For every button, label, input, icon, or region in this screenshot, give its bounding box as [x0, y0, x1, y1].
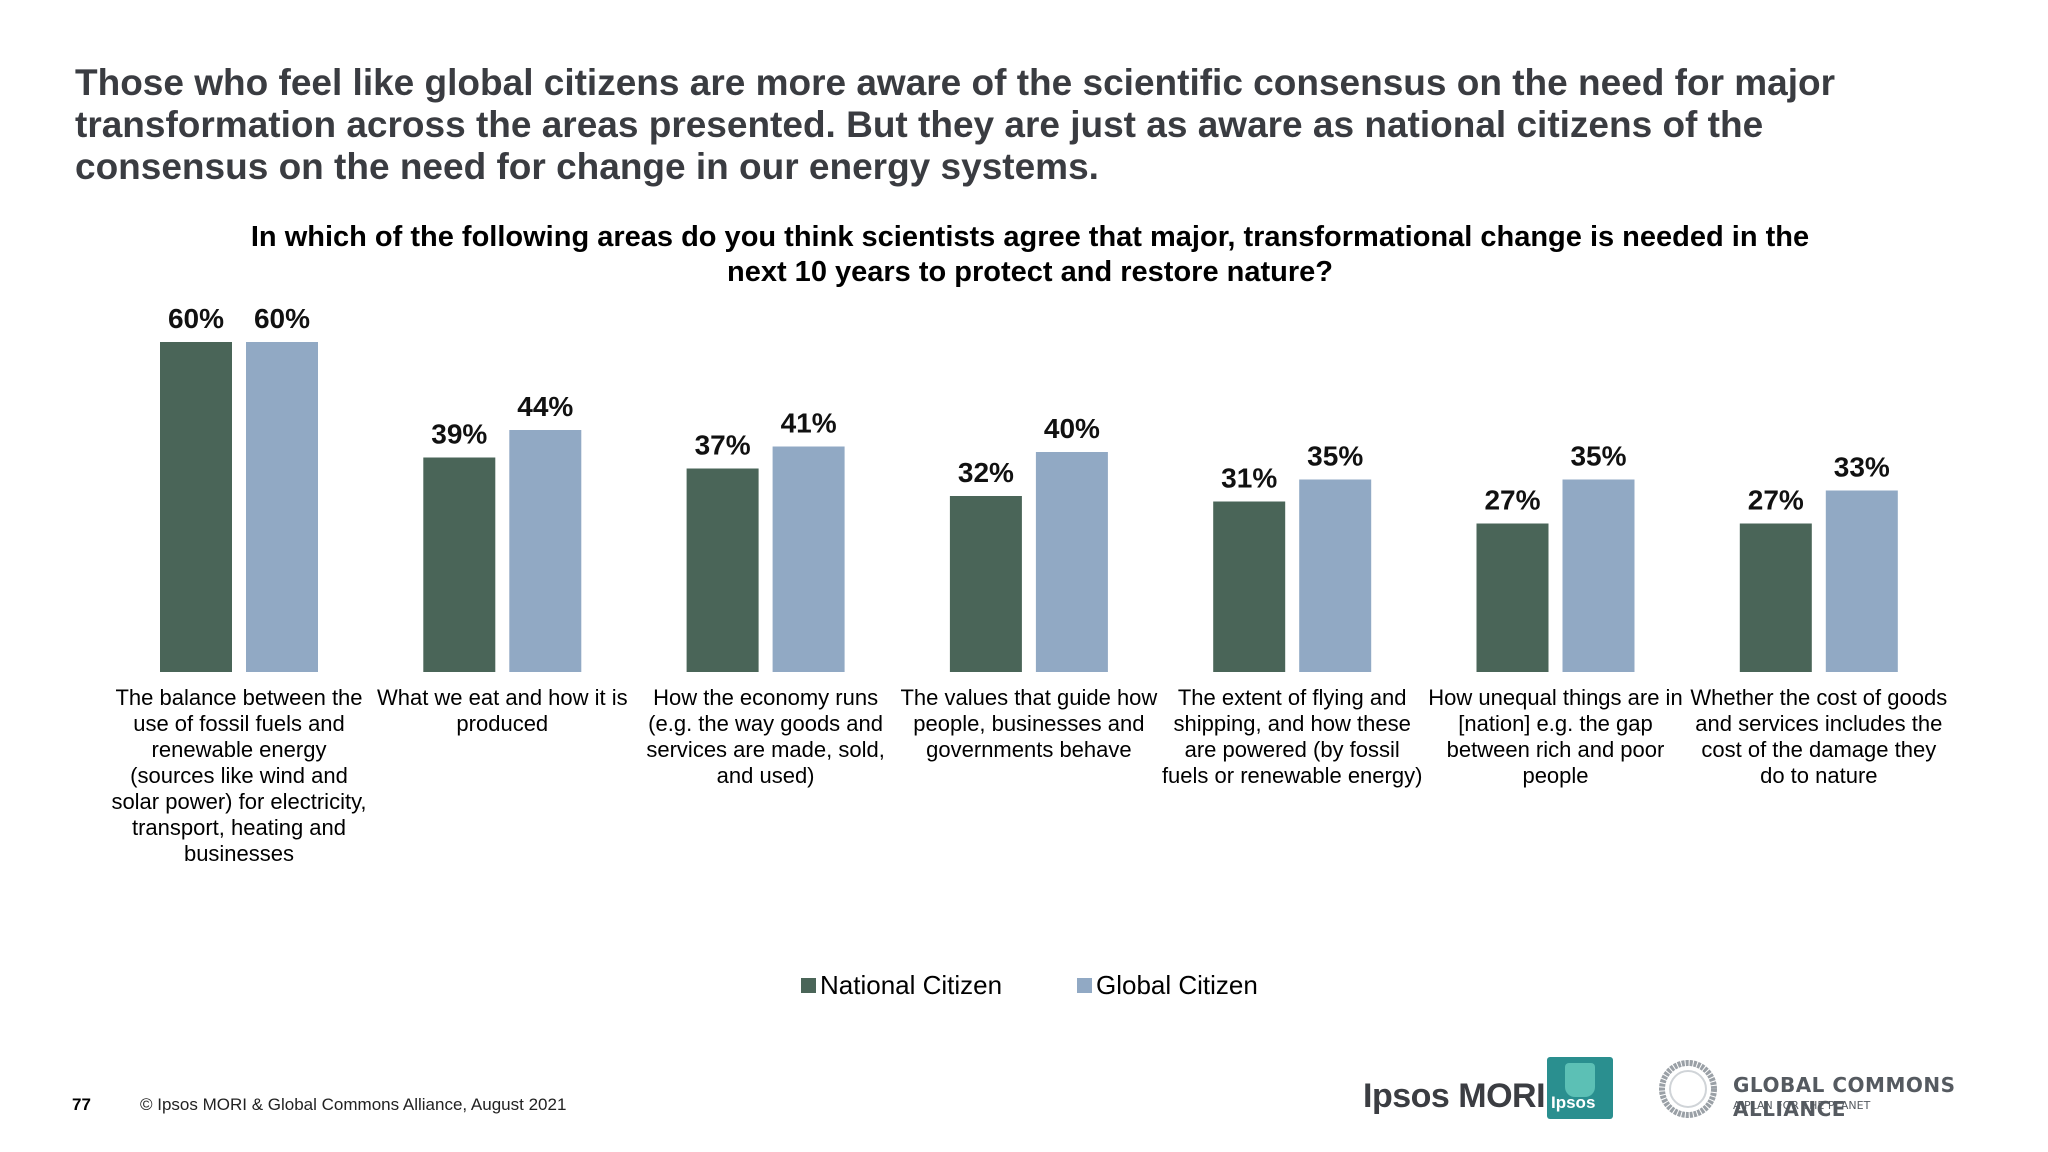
data-label-national-4: 31% [1221, 463, 1277, 494]
gca-logo-title: GLOBAL COMMONS ALLIANCE [1733, 1073, 1956, 1121]
category-label-5: How unequal things are in [nation] e.g. … [1428, 685, 1683, 788]
data-label-national-6: 27% [1748, 485, 1804, 516]
data-label-global-3: 40% [1044, 413, 1100, 444]
global-commons-ring-icon [1659, 1060, 1717, 1118]
category-label-1: What we eat and how it is produced [376, 685, 628, 736]
legend-label-national: National Citizen [820, 970, 1003, 1000]
bar-national-3 [949, 496, 1022, 672]
data-label-global-6: 33% [1834, 452, 1890, 483]
data-label-national-3: 32% [958, 457, 1014, 488]
bar-global-6 [1825, 490, 1898, 672]
headline: Those who feel like global citizens are … [75, 62, 1836, 187]
legend-item-global: Global Citizen [1077, 970, 1258, 1001]
bar-national-4 [1213, 501, 1286, 672]
bar-global-3 [1035, 452, 1108, 672]
bar-chart: 60% 60% 39% 44% 37% 41% 32% 40% 31% 35% 27% 35% 27% 3… [160, 303, 1898, 672]
bar-global-0 [246, 342, 318, 672]
legend-label-global: Global Citizen [1096, 970, 1258, 1000]
category-label-4: The extent of flying and shipping, and h… [1161, 685, 1423, 788]
data-label-global-0: 60% [254, 303, 310, 334]
data-label-global-4: 35% [1307, 441, 1363, 472]
ipsos-badge-shape [1565, 1063, 1595, 1097]
category-label-6: Whether the cost of goods and services i… [1690, 685, 1948, 788]
ipsos-badge-logo: Ipsos [1547, 1057, 1613, 1119]
category-label-2: How the economy runs (e.g. the way goods… [646, 685, 885, 788]
bar-national-1 [423, 457, 496, 672]
data-label-global-5: 35% [1570, 441, 1626, 472]
bar-global-1 [509, 430, 582, 672]
data-label-national-5: 27% [1484, 485, 1540, 516]
category-label-0: The balance between the use of fossil fu… [111, 685, 367, 866]
gca-logo-tagline: A PLAN FOR THE PLANET [1733, 1099, 1871, 1112]
page-number: 77 [72, 1095, 91, 1114]
ipsos-badge-text: Ipsos [1551, 1093, 1596, 1112]
data-label-global-2: 41% [781, 408, 837, 439]
legend-swatch-national [801, 978, 816, 993]
bar-global-2 [772, 446, 845, 672]
data-label-national-0: 60% [168, 303, 224, 334]
ipsos-mori-logo: Ipsos MORI [1363, 1077, 1546, 1115]
data-label-global-1: 44% [517, 391, 573, 422]
bar-national-5 [1476, 523, 1549, 672]
data-label-national-2: 37% [695, 430, 751, 461]
bar-national-2 [686, 468, 759, 672]
category-label-3: The values that guide how people, busine… [900, 685, 1158, 762]
chart-title: In which of the following areas do you t… [250, 221, 1810, 288]
data-label-national-1: 39% [431, 419, 487, 450]
copyright-text: © Ipsos MORI & Global Commons Alliance, … [140, 1095, 567, 1114]
legend-item-national: National Citizen [801, 970, 1002, 1001]
bar-global-4 [1299, 479, 1372, 672]
legend-swatch-global [1077, 978, 1092, 993]
bar-national-0 [160, 342, 232, 672]
bar-national-6 [1739, 523, 1812, 672]
bar-global-5 [1562, 479, 1635, 672]
